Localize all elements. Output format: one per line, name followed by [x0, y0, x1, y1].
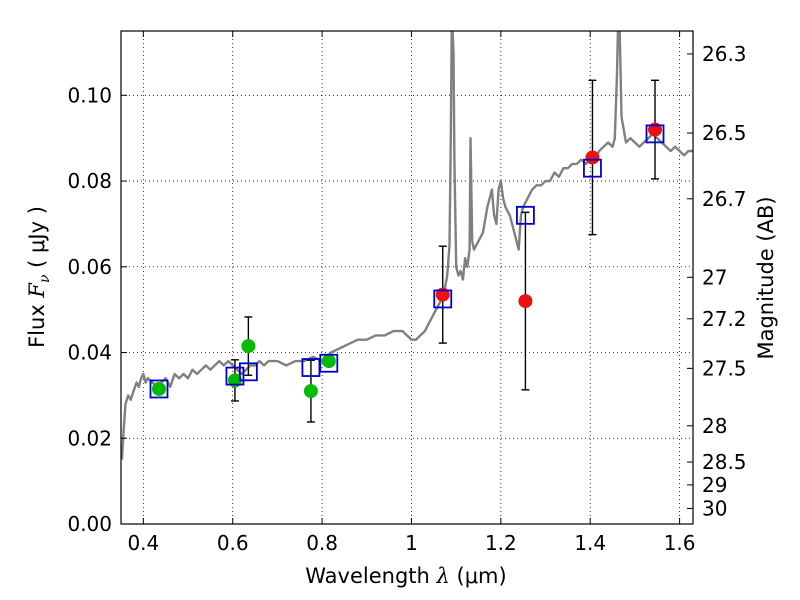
- model-square: [516, 205, 535, 225]
- model-square: [645, 124, 665, 144]
- data-point: [321, 354, 336, 369]
- y-axis-label: Flux Fν ( μJy ): [25, 206, 53, 348]
- model-square: [225, 366, 245, 386]
- model-square: [583, 158, 602, 178]
- x-tick-label: 1: [405, 531, 418, 555]
- grid-lines: [121, 31, 693, 525]
- x-tick-label: 0.8: [306, 531, 338, 555]
- sed-line-layer: [121, 31, 693, 460]
- y2-tick-label: 27.2: [702, 307, 747, 331]
- y2-tick-label: 29: [702, 473, 727, 497]
- markers: [149, 122, 665, 399]
- y2-tick-label: 30: [702, 496, 727, 520]
- y2-tick-label: 26.3: [702, 42, 747, 66]
- sed-line: [121, 31, 693, 460]
- x-tick-label: 0.6: [217, 531, 249, 555]
- y-tick-label: 0.02: [67, 426, 112, 450]
- x-tick-label: 1.2: [485, 531, 517, 555]
- y2-tick-label: 26.5: [702, 121, 747, 145]
- tick-labels: 0.4 0.6 0.8 1 1.2 1.4 1.6 0.00 0.02 0.04 0.06 0.08 0…: [67, 42, 746, 555]
- x-tick-label: 0.4: [127, 531, 159, 555]
- axis-ticks: [121, 31, 693, 525]
- y2-tick-label: 28: [702, 414, 727, 438]
- model-square: [149, 379, 169, 399]
- data-point: [518, 294, 533, 309]
- y-tick-label: 0.10: [67, 83, 112, 107]
- y-tick-label: 0.06: [67, 255, 112, 279]
- error-bars: [230, 79, 660, 423]
- data-point: [303, 384, 318, 399]
- x-axis-label: Wavelength λ (μm): [305, 564, 506, 588]
- y2-tick-label: 27: [702, 265, 727, 289]
- right-axis-label: Magnitude (AB): [754, 196, 778, 359]
- model-square: [433, 289, 453, 309]
- y-tick-label: 0.08: [67, 169, 112, 193]
- data-point: [151, 381, 166, 396]
- model-square: [319, 353, 339, 373]
- y2-tick-label: 27.5: [702, 356, 747, 380]
- plot-frame: [120, 30, 694, 525]
- x-tick-label: 1.4: [574, 531, 606, 555]
- model-square: [238, 362, 258, 382]
- data-point: [585, 150, 600, 165]
- y2-tick-label: 28.5: [702, 450, 747, 474]
- y2-tick-label: 26.7: [702, 187, 747, 211]
- data-point: [241, 339, 256, 354]
- x-tick-label: 1.6: [664, 531, 696, 555]
- y-tick-label: 0.00: [67, 512, 112, 536]
- y-tick-label: 0.04: [67, 341, 112, 365]
